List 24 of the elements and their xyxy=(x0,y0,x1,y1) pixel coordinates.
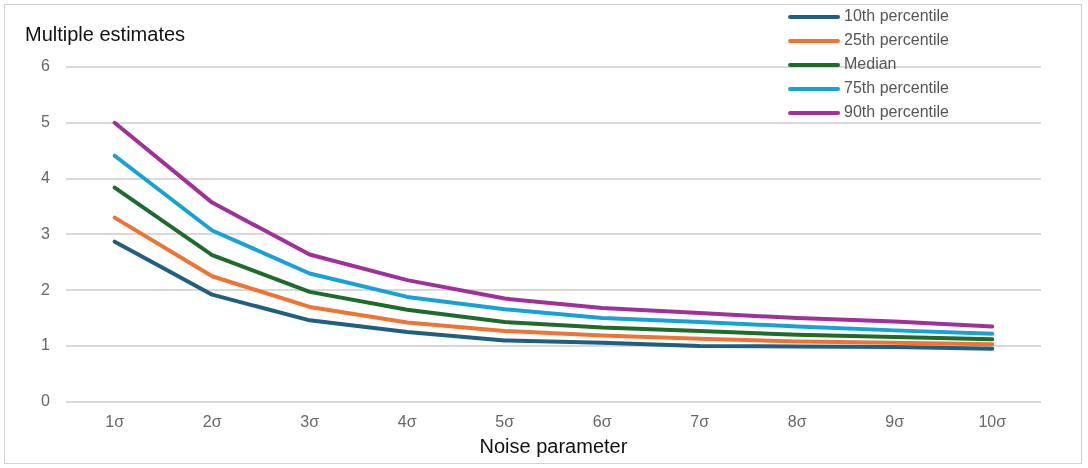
legend-label: 75th percentile xyxy=(844,79,950,97)
chart-title: Multiple estimates xyxy=(25,22,186,45)
x-tick-label: 5σ xyxy=(495,412,515,430)
x-tick-label: 10σ xyxy=(978,412,1007,430)
y-tick-label: 0 xyxy=(40,392,50,410)
y-tick-label: 5 xyxy=(40,113,50,131)
y-tick-label: 1 xyxy=(40,336,50,354)
x-tick-label: 3σ xyxy=(300,412,320,430)
legend-label: Median xyxy=(844,55,897,73)
y-tick-label: 4 xyxy=(40,169,50,187)
x-tick-label: 7σ xyxy=(690,412,710,430)
x-tick-label: 1σ xyxy=(105,412,125,430)
legend-label: 10th percentile xyxy=(844,7,950,25)
x-tick-label: 6σ xyxy=(592,412,612,430)
y-tick-label: 2 xyxy=(40,280,50,298)
y-tick-label: 3 xyxy=(40,224,50,242)
y-tick-label: 6 xyxy=(40,57,50,75)
legend-label: 90th percentile xyxy=(844,103,950,121)
legend-label: 25th percentile xyxy=(844,31,950,49)
x-tick-label: 8σ xyxy=(787,412,807,430)
x-tick-label: 9σ xyxy=(885,412,905,430)
x-axis-title: Noise parameter xyxy=(479,434,628,457)
x-tick-label: 4σ xyxy=(397,412,417,430)
x-tick-label: 2σ xyxy=(202,412,222,430)
